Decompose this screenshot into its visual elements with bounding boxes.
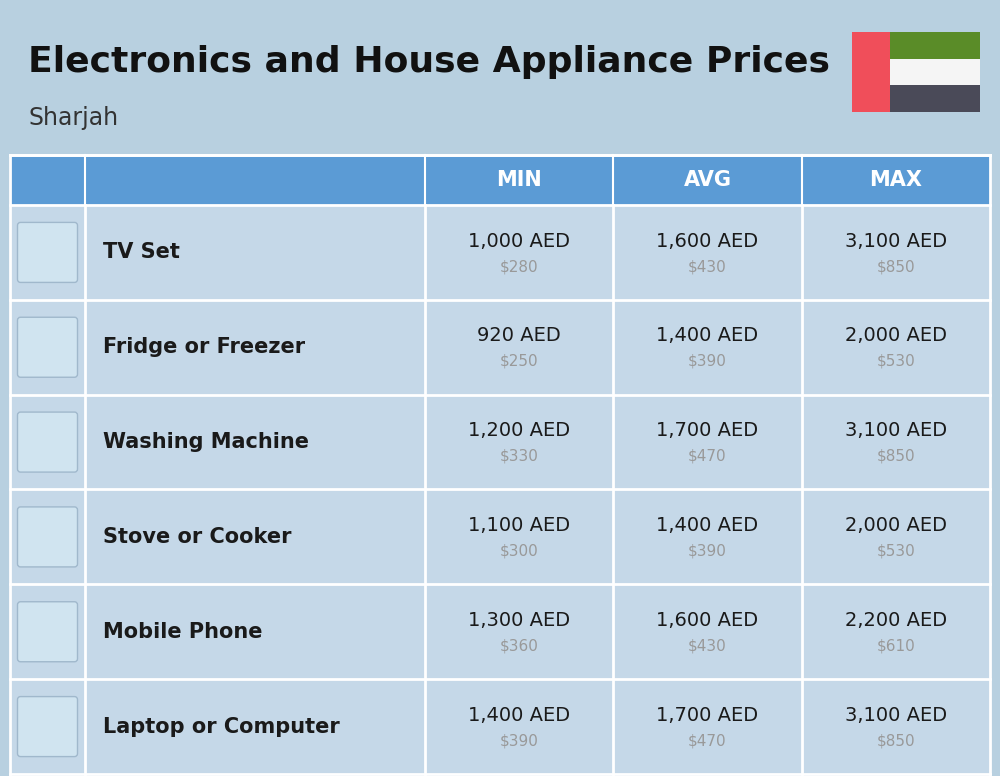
Text: 920 AED: 920 AED (477, 327, 561, 345)
Text: Stove or Cooker: Stove or Cooker (103, 527, 292, 547)
Text: 1,400 AED: 1,400 AED (468, 705, 570, 725)
Text: $850: $850 (877, 259, 915, 274)
FancyBboxPatch shape (18, 412, 78, 472)
Text: Sharjah: Sharjah (28, 106, 118, 130)
Text: $610: $610 (876, 639, 915, 653)
Text: TV Set: TV Set (103, 242, 180, 262)
Text: 1,300 AED: 1,300 AED (468, 611, 570, 630)
Text: 1,600 AED: 1,600 AED (656, 231, 759, 251)
Text: $300: $300 (500, 544, 539, 559)
Bar (10, 490, 990, 584)
Text: $850: $850 (877, 733, 915, 748)
Text: $470: $470 (688, 449, 727, 464)
Text: $530: $530 (876, 354, 915, 369)
Text: 1,400 AED: 1,400 AED (656, 516, 759, 535)
FancyBboxPatch shape (18, 601, 78, 662)
Text: $360: $360 (500, 639, 539, 653)
Bar (10, 155, 990, 205)
Text: AVG: AVG (684, 170, 732, 190)
Text: $390: $390 (688, 544, 727, 559)
Text: Fridge or Freezer: Fridge or Freezer (103, 338, 305, 357)
FancyBboxPatch shape (18, 317, 78, 377)
Text: $390: $390 (500, 733, 539, 748)
Text: Mobile Phone: Mobile Phone (103, 622, 262, 642)
Text: Washing Machine: Washing Machine (103, 432, 309, 452)
Bar (890, 32, 980, 59)
Text: 3,100 AED: 3,100 AED (845, 421, 947, 440)
Text: 3,100 AED: 3,100 AED (845, 231, 947, 251)
Bar (10, 205, 990, 300)
FancyBboxPatch shape (18, 697, 78, 757)
Text: 1,600 AED: 1,600 AED (656, 611, 759, 630)
Text: MAX: MAX (869, 170, 922, 190)
Text: $330: $330 (500, 449, 539, 464)
FancyBboxPatch shape (18, 223, 78, 282)
Text: $850: $850 (877, 449, 915, 464)
Text: Laptop or Computer: Laptop or Computer (103, 716, 340, 736)
Bar (10, 300, 990, 395)
Bar (10, 395, 990, 490)
Bar (10, 679, 990, 774)
Text: 1,400 AED: 1,400 AED (656, 327, 759, 345)
Bar (890, 59, 980, 85)
Text: $430: $430 (688, 639, 727, 653)
Bar (10, 584, 990, 679)
Text: MIN: MIN (496, 170, 542, 190)
Text: 1,100 AED: 1,100 AED (468, 516, 570, 535)
Text: 2,000 AED: 2,000 AED (845, 516, 947, 535)
Text: 3,100 AED: 3,100 AED (845, 705, 947, 725)
Text: 2,000 AED: 2,000 AED (845, 327, 947, 345)
Text: 1,700 AED: 1,700 AED (656, 421, 759, 440)
Text: Electronics and House Appliance Prices: Electronics and House Appliance Prices (28, 45, 830, 79)
Text: 1,000 AED: 1,000 AED (468, 231, 570, 251)
Text: $530: $530 (876, 544, 915, 559)
Text: 1,200 AED: 1,200 AED (468, 421, 570, 440)
Bar (852, 32, 890, 112)
FancyBboxPatch shape (18, 507, 78, 567)
Text: $430: $430 (688, 259, 727, 274)
Text: $280: $280 (500, 259, 538, 274)
Text: 1,700 AED: 1,700 AED (656, 705, 759, 725)
Bar (890, 85, 980, 112)
Text: 2,200 AED: 2,200 AED (845, 611, 947, 630)
Text: $470: $470 (688, 733, 727, 748)
Text: $250: $250 (500, 354, 538, 369)
Text: $390: $390 (688, 354, 727, 369)
